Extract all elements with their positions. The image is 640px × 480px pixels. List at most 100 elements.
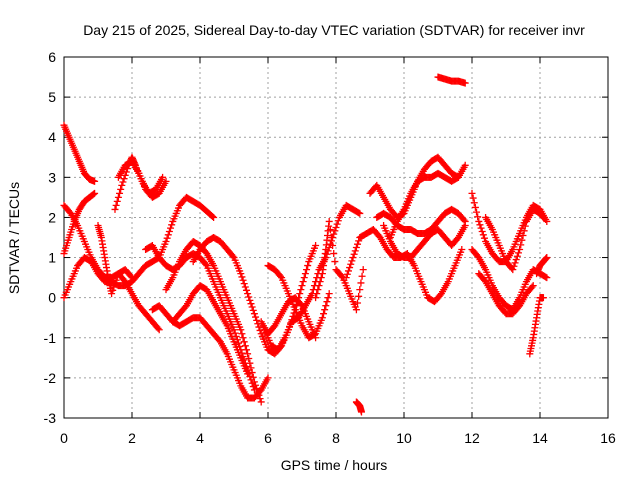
data-point xyxy=(476,221,484,229)
data-point xyxy=(322,302,330,310)
data-point xyxy=(244,290,252,298)
data-point xyxy=(323,298,331,306)
data-point xyxy=(355,292,363,300)
y-tick-labels: -3 -2 -1 0 1 2 3 4 5 6 xyxy=(44,49,57,426)
data-point xyxy=(470,199,478,207)
data-points xyxy=(60,73,551,416)
data-point xyxy=(256,395,264,403)
x-tick-label: 0 xyxy=(60,430,68,446)
data-point xyxy=(332,223,340,231)
x-tick-label: 8 xyxy=(332,430,340,446)
y-tick-label: 3 xyxy=(48,169,56,185)
data-point xyxy=(159,173,167,181)
y-axis-label: SDTVAR / TECUs xyxy=(6,182,22,294)
series-trace-23 xyxy=(468,189,551,266)
data-point xyxy=(460,216,468,224)
data-point xyxy=(312,294,320,302)
y-tick-label: 2 xyxy=(48,209,56,225)
data-point xyxy=(454,173,462,181)
data-point xyxy=(247,364,255,372)
data-point xyxy=(168,221,176,229)
data-point xyxy=(313,290,321,298)
data-point xyxy=(120,175,128,183)
data-point xyxy=(255,323,263,331)
x-tick-label: 14 xyxy=(532,430,548,446)
x-tick-label: 2 xyxy=(128,430,136,446)
data-point xyxy=(246,359,254,367)
data-point xyxy=(330,250,338,258)
data-point xyxy=(356,286,364,294)
series-trace-1 xyxy=(60,121,99,185)
data-point xyxy=(109,286,117,294)
series-trace-6 xyxy=(94,221,136,298)
data-point xyxy=(343,270,351,278)
series-trace-26 xyxy=(482,205,547,274)
data-point xyxy=(326,225,334,233)
data-point xyxy=(348,257,356,265)
series-trace-16 xyxy=(312,217,367,314)
data-point xyxy=(231,329,239,337)
y-tick-label: -3 xyxy=(44,410,57,426)
data-point xyxy=(468,189,476,197)
data-point xyxy=(510,262,518,270)
data-point xyxy=(111,280,119,288)
data-point xyxy=(164,231,172,239)
data-point xyxy=(154,324,162,332)
data-point xyxy=(112,276,120,284)
data-point xyxy=(297,300,305,308)
data-point xyxy=(331,258,339,266)
x-tick-label: 6 xyxy=(264,430,272,446)
data-point xyxy=(229,252,237,260)
data-point xyxy=(112,201,120,209)
data-point xyxy=(239,276,247,284)
data-point xyxy=(320,310,328,318)
data-point xyxy=(475,217,483,225)
data-point xyxy=(303,266,311,274)
data-point xyxy=(473,208,481,216)
data-point xyxy=(542,273,550,281)
series-trace-10 xyxy=(148,302,272,402)
data-point xyxy=(325,290,333,298)
data-point xyxy=(298,282,306,290)
data-point xyxy=(237,326,245,334)
data-point xyxy=(304,262,312,270)
data-point xyxy=(519,231,527,239)
data-point xyxy=(342,274,350,282)
data-point xyxy=(543,274,551,282)
data-point xyxy=(114,193,122,201)
data-point xyxy=(252,313,260,321)
data-point xyxy=(344,267,352,275)
data-point xyxy=(242,286,250,294)
x-tick-label: 4 xyxy=(196,430,204,446)
x-tick-labels: 0 2 4 6 8 10 12 14 16 xyxy=(60,430,616,446)
data-point xyxy=(257,398,265,406)
data-point xyxy=(355,237,363,245)
data-point xyxy=(113,273,121,281)
data-point xyxy=(516,246,524,254)
data-point xyxy=(480,234,488,242)
series-trace-21 xyxy=(380,221,469,262)
data-point xyxy=(118,181,126,189)
data-point xyxy=(349,254,357,262)
data-point xyxy=(539,294,547,302)
data-point xyxy=(117,185,125,193)
data-point xyxy=(256,326,264,334)
data-point xyxy=(324,294,332,302)
data-point xyxy=(165,227,173,235)
data-point xyxy=(300,274,308,282)
data-point xyxy=(347,260,355,268)
data-point xyxy=(321,306,329,314)
data-point xyxy=(543,254,551,262)
data-point xyxy=(247,300,255,308)
data-point xyxy=(528,283,536,291)
data-point xyxy=(245,293,253,301)
y-tick-label: 5 xyxy=(48,89,56,105)
data-point xyxy=(299,278,307,286)
data-point xyxy=(461,221,469,229)
data-point xyxy=(474,213,482,221)
data-point xyxy=(239,334,247,342)
x-tick-label: 10 xyxy=(396,430,412,446)
data-point xyxy=(167,224,175,232)
data-point xyxy=(208,212,216,220)
data-point xyxy=(119,178,127,186)
